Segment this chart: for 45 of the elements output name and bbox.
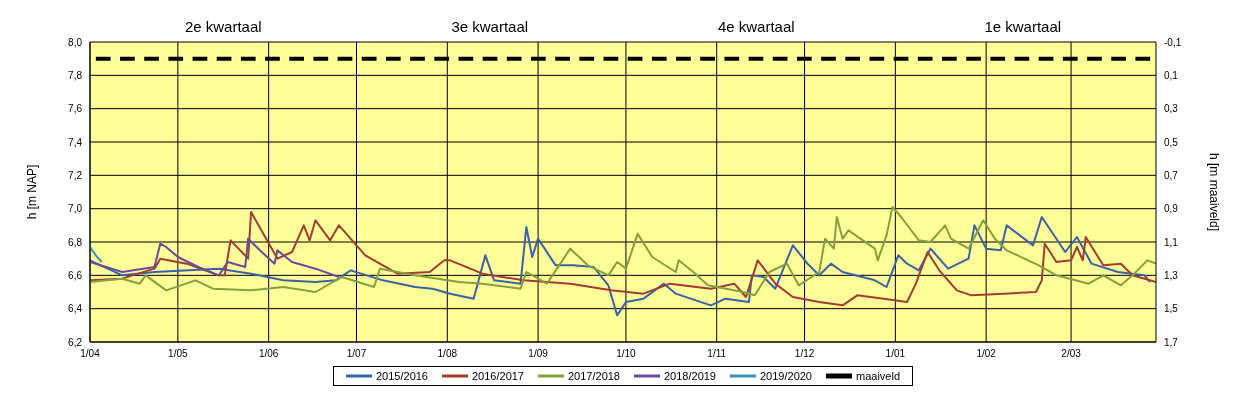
x-tick-label: 2/03 xyxy=(1061,348,1082,360)
y-tick-label: 7,6 xyxy=(68,103,83,115)
x-tick-label: 1/07 xyxy=(346,348,367,360)
x-tick-label: 1/05 xyxy=(168,348,189,360)
legend-label: 2016/2017 xyxy=(471,370,524,382)
y-tick-label: 8,0 xyxy=(68,36,83,48)
x-tick-label: 1/11 xyxy=(707,348,727,360)
x-tick-label: 1/10 xyxy=(616,348,637,360)
y-tick-label: 7,4 xyxy=(68,136,83,148)
y2-tick-label: 0,5 xyxy=(1164,136,1179,148)
y2-tick-label: 0,9 xyxy=(1164,203,1179,215)
y2-axis-title: h [m maaiveld] xyxy=(1206,152,1221,232)
y2-tick-label: -0,1 xyxy=(1164,36,1182,48)
y-tick-label: 7,2 xyxy=(68,169,83,181)
y2-tick-label: 1,3 xyxy=(1164,269,1179,281)
x-tick-label: 1/04 xyxy=(80,348,101,360)
x-tick-label: 1/12 xyxy=(794,348,815,360)
legend-label: 2019/2020 xyxy=(759,370,812,382)
y2-tick-label: 1,7 xyxy=(1164,336,1179,348)
y2-tick-label: 0,3 xyxy=(1164,103,1179,115)
x-tick-label: 1/06 xyxy=(258,348,279,360)
y2-tick-label: 1,5 xyxy=(1164,303,1179,315)
text: 4e kwartaal xyxy=(716,18,796,35)
legend-label: 2015/2016 xyxy=(375,370,428,382)
text: 2e kwartaal xyxy=(183,18,263,35)
y2-tick-label: 0,1 xyxy=(1164,69,1179,81)
legend-label: 2017/2018 xyxy=(567,370,620,382)
x-tick-label: 1/01 xyxy=(885,348,906,360)
legend-label: 2018/2019 xyxy=(663,370,716,382)
x-tick-label: 1/08 xyxy=(437,348,458,360)
y-tick-label: 6,2 xyxy=(68,336,83,348)
y2-tick-label: 1,1 xyxy=(1164,236,1179,248)
y-tick-label: 6,4 xyxy=(68,303,83,315)
x-tick-label: 1/02 xyxy=(976,348,997,360)
legend-label: maaiveld xyxy=(855,370,901,382)
y2-tick-label: 0,7 xyxy=(1164,169,1179,181)
y-axis-title: h [m NAP] xyxy=(25,164,40,220)
text: 3e kwartaal xyxy=(450,18,530,35)
line-series xyxy=(90,237,340,278)
y-tick-label: 7,8 xyxy=(68,69,83,81)
x-tick-label: 1/09 xyxy=(528,348,549,360)
y-tick-label: 6,8 xyxy=(68,236,83,248)
text: 1e kwartaal xyxy=(983,18,1063,35)
y-tick-label: 6,6 xyxy=(68,269,83,281)
y-tick-label: 7,0 xyxy=(68,203,83,215)
